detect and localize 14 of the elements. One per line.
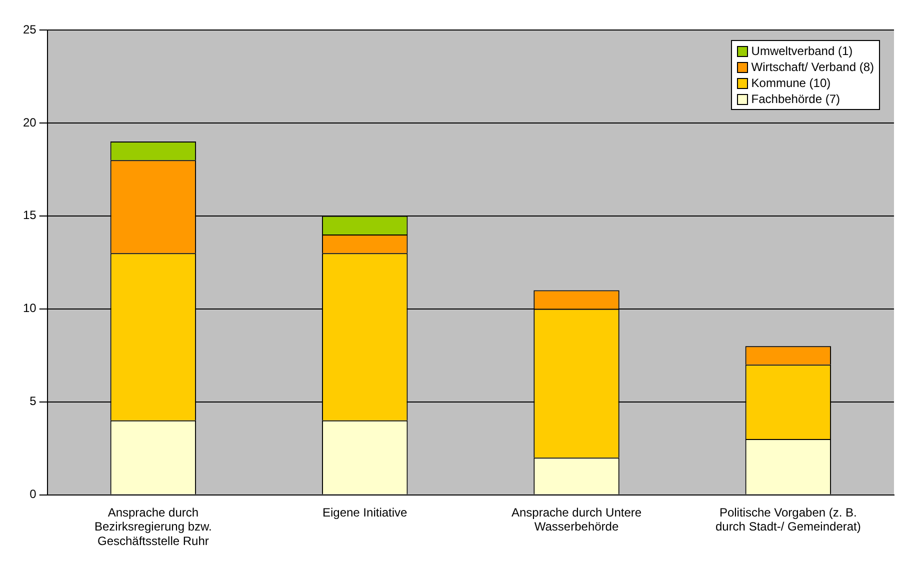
x-tick-label: Politische Vorgaben (z. B. durch Stadt-/ Gemeinderat) <box>715 505 861 534</box>
x-tick-label: Eigene Initiative <box>322 505 408 520</box>
legend-label: Wirtschaft/ Verband (8) <box>751 59 874 75</box>
y-tick-label: 20 <box>22 115 37 130</box>
y-tick-label: 25 <box>22 22 37 36</box>
legend-label: Kommune (10) <box>751 75 831 91</box>
legend-label: Umweltverband (1) <box>751 43 853 59</box>
legend-label: Fachbehörde (7) <box>751 91 840 107</box>
y-tick-label: 5 <box>30 394 37 408</box>
x-tick-label: Ansprache durch Untere Wasserbehörde <box>511 505 642 534</box>
y-tick-label: 15 <box>22 208 37 222</box>
y-tick-label: 0 <box>30 487 37 502</box>
y-tick-label: 10 <box>22 301 37 316</box>
x-tick-label: Ansprache durch Bezirksregierung bzw. Geschäftsstelle Ruhr <box>94 505 212 548</box>
